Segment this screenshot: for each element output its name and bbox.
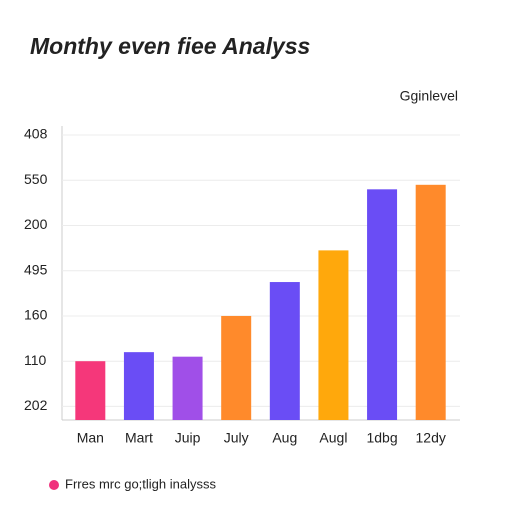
y-tick-label: 110 bbox=[24, 352, 47, 368]
bar bbox=[75, 361, 106, 420]
bar bbox=[221, 315, 252, 420]
bar bbox=[123, 352, 154, 420]
y-tick-label: 202 bbox=[24, 397, 48, 413]
bar bbox=[367, 189, 398, 420]
bar bbox=[318, 250, 349, 420]
y-tick-label: 200 bbox=[24, 216, 48, 232]
x-tick-label: Aug bbox=[272, 430, 297, 446]
y-tick-label: 408 bbox=[24, 126, 48, 142]
subtitle: Gginlevel bbox=[400, 88, 458, 104]
x-tick-label: 1dbg bbox=[366, 430, 397, 446]
bar bbox=[269, 282, 300, 420]
legend-label: Frres mrc go;tligh inalysss bbox=[65, 476, 216, 491]
x-tick-label: Man bbox=[77, 430, 104, 446]
y-tick-label: 160 bbox=[24, 307, 48, 323]
x-tick-label: Augl bbox=[319, 430, 347, 446]
bar bbox=[172, 356, 203, 420]
x-tick-label: Mart bbox=[125, 430, 153, 446]
x-tick-label: July bbox=[224, 430, 249, 446]
chart-title: Monthy even fiee Analyss bbox=[30, 33, 310, 59]
y-tick-label: 495 bbox=[24, 261, 48, 277]
x-tick-label: Juip bbox=[175, 430, 201, 446]
legend-marker bbox=[49, 480, 59, 490]
x-tick-label: 12dy bbox=[416, 430, 446, 446]
bar bbox=[415, 184, 446, 420]
y-tick-label: 550 bbox=[24, 171, 48, 187]
